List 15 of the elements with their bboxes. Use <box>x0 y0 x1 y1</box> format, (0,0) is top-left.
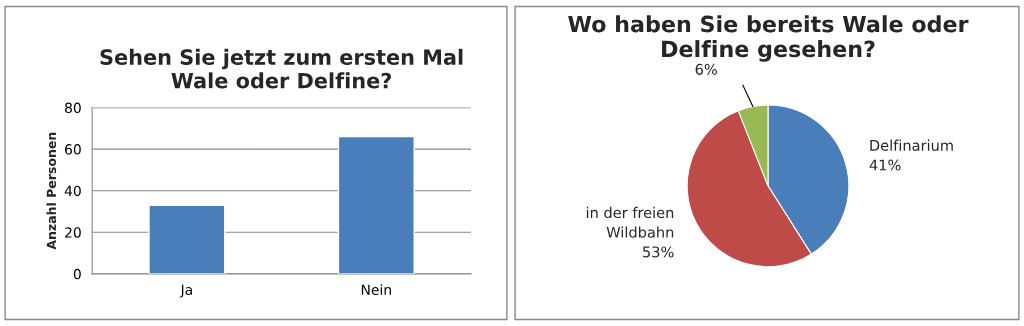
data-label: 41% <box>869 159 901 171</box>
y-axis-title: Anzahl Personen <box>46 132 57 250</box>
slice-label: in der freien Wildbahn <box>586 206 674 238</box>
y-tick-label: 40 <box>64 185 81 197</box>
y-tick-label: 80 <box>65 102 81 114</box>
data-label: 53% <box>643 246 674 258</box>
chart-title: Sehen Sie jetzt zum ersten Mal Wale oder Delfine? <box>100 48 463 89</box>
slice-label: Delfinarium <box>870 139 953 151</box>
y-tick-label: 20 <box>65 227 81 238</box>
chart-title: Wo haben Sie bereits Wale oder Delfine gesehen? <box>568 15 969 62</box>
x-tick-label: Nein <box>361 284 391 296</box>
x-tick-label: Ja <box>179 284 192 298</box>
y-tick-label: 0 <box>73 268 81 280</box>
data-label: 6% <box>695 63 717 75</box>
y-tick-label: 60 <box>65 144 81 155</box>
